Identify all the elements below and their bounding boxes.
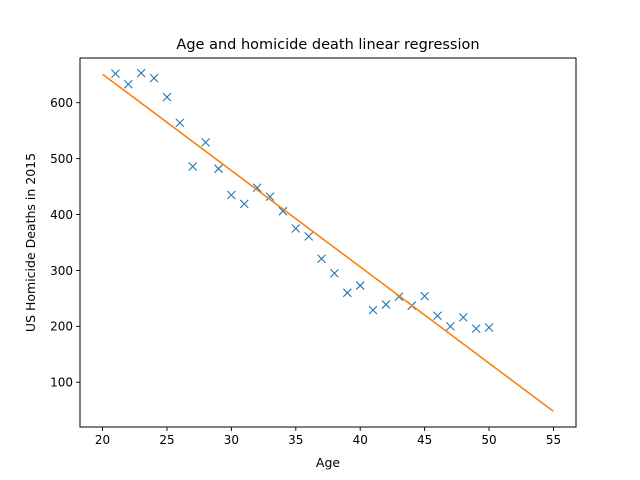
- x-tick-label: 45: [417, 433, 432, 447]
- x-tick-label: 55: [546, 433, 561, 447]
- scatter-point: [471, 324, 481, 333]
- scatter-point-stroke-b: [355, 281, 365, 290]
- x-tick-label: 25: [159, 433, 174, 447]
- x-axis-label: Age: [316, 455, 340, 470]
- scatter-point-stroke-b: [201, 138, 210, 147]
- x-tick-label: 35: [288, 433, 303, 447]
- scatter-point-stroke-b: [111, 69, 120, 79]
- scatter-point-stroke-b: [368, 305, 378, 315]
- scatter-point: [226, 190, 236, 200]
- scatter-point: [123, 79, 133, 89]
- scatter-point: [420, 291, 430, 301]
- scatter-point-stroke-b: [458, 313, 468, 322]
- chart-title: Age and homicide death linear regression: [176, 37, 479, 53]
- scatter-point: [111, 69, 120, 79]
- y-tick-label: 500: [50, 152, 73, 166]
- scatter-point-stroke-b: [278, 206, 288, 216]
- scatter-point: [304, 231, 314, 241]
- scatter-point-stroke-b: [136, 68, 146, 78]
- scatter-point-stroke-b: [226, 190, 236, 200]
- axis-layer: 20 25 30 35 40 45 50 55 100 200 300 400 500 600: [50, 96, 561, 447]
- x-tick-label: 40: [353, 433, 368, 447]
- scatter-point: [458, 313, 468, 322]
- y-tick-label: 100: [50, 376, 73, 390]
- scatter-point: [317, 254, 326, 264]
- scatter-point-stroke-b: [304, 231, 314, 241]
- scatter-point: [355, 281, 365, 290]
- regression-line: [102, 73, 554, 412]
- y-tick-label: 400: [50, 208, 73, 222]
- scatter-point-stroke-b: [420, 291, 430, 301]
- scatter-point: [201, 138, 210, 147]
- scatter-point: [162, 92, 172, 102]
- scatter-point-stroke-b: [471, 324, 481, 333]
- scatter-point: [368, 305, 378, 315]
- scatter-point: [342, 288, 352, 298]
- scatter-point-stroke-b: [123, 79, 133, 89]
- scatter-point-stroke-b: [149, 73, 159, 83]
- scatter-point-stroke-b: [381, 300, 391, 309]
- scatter-point: [239, 199, 249, 209]
- scatter-point: [175, 118, 185, 128]
- scatter-point: [188, 162, 198, 171]
- scatter-point-stroke-b: [162, 92, 172, 102]
- scatter-point-stroke-b: [188, 162, 198, 171]
- y-tick-label: 600: [50, 96, 73, 110]
- scatter-point-stroke-b: [214, 164, 223, 174]
- scatter-point-stroke-b: [433, 311, 442, 321]
- plot-frame: [79, 57, 577, 428]
- y-tick-label: 300: [50, 264, 73, 278]
- x-tick-label: 20: [95, 433, 110, 447]
- x-tick-label: 50: [481, 433, 496, 447]
- x-tick-label: 30: [224, 433, 239, 447]
- y-tick-label: 200: [50, 320, 73, 334]
- scatter-point: [252, 183, 262, 193]
- scatter-point: [446, 321, 455, 331]
- scatter-point: [214, 164, 223, 174]
- scatter-point-stroke-b: [446, 321, 455, 331]
- scatter-point: [484, 323, 494, 332]
- scatter-point: [330, 268, 339, 278]
- scatter-point-stroke-b: [252, 183, 262, 193]
- scatter-point-stroke-b: [239, 199, 249, 209]
- scatter-point: [149, 73, 159, 83]
- plot-layer: [102, 68, 554, 412]
- scatter-point-stroke-b: [291, 224, 301, 233]
- scatter-point: [265, 192, 275, 202]
- scatter-point: [381, 300, 391, 309]
- scatter-point: [278, 206, 288, 216]
- scatter-point-stroke-b: [265, 192, 275, 202]
- scatter-point-stroke-b: [175, 118, 185, 128]
- scatter-point-stroke-b: [330, 268, 339, 278]
- y-axis-label: US Homicide Deaths in 2015: [23, 153, 38, 332]
- scatter-point: [291, 224, 301, 233]
- scatter-point-stroke-b: [317, 254, 326, 264]
- scatter-point-stroke-b: [342, 288, 352, 298]
- scatter-point: [433, 311, 442, 321]
- scatter-point-stroke-b: [484, 323, 494, 332]
- scatter-point: [136, 68, 146, 78]
